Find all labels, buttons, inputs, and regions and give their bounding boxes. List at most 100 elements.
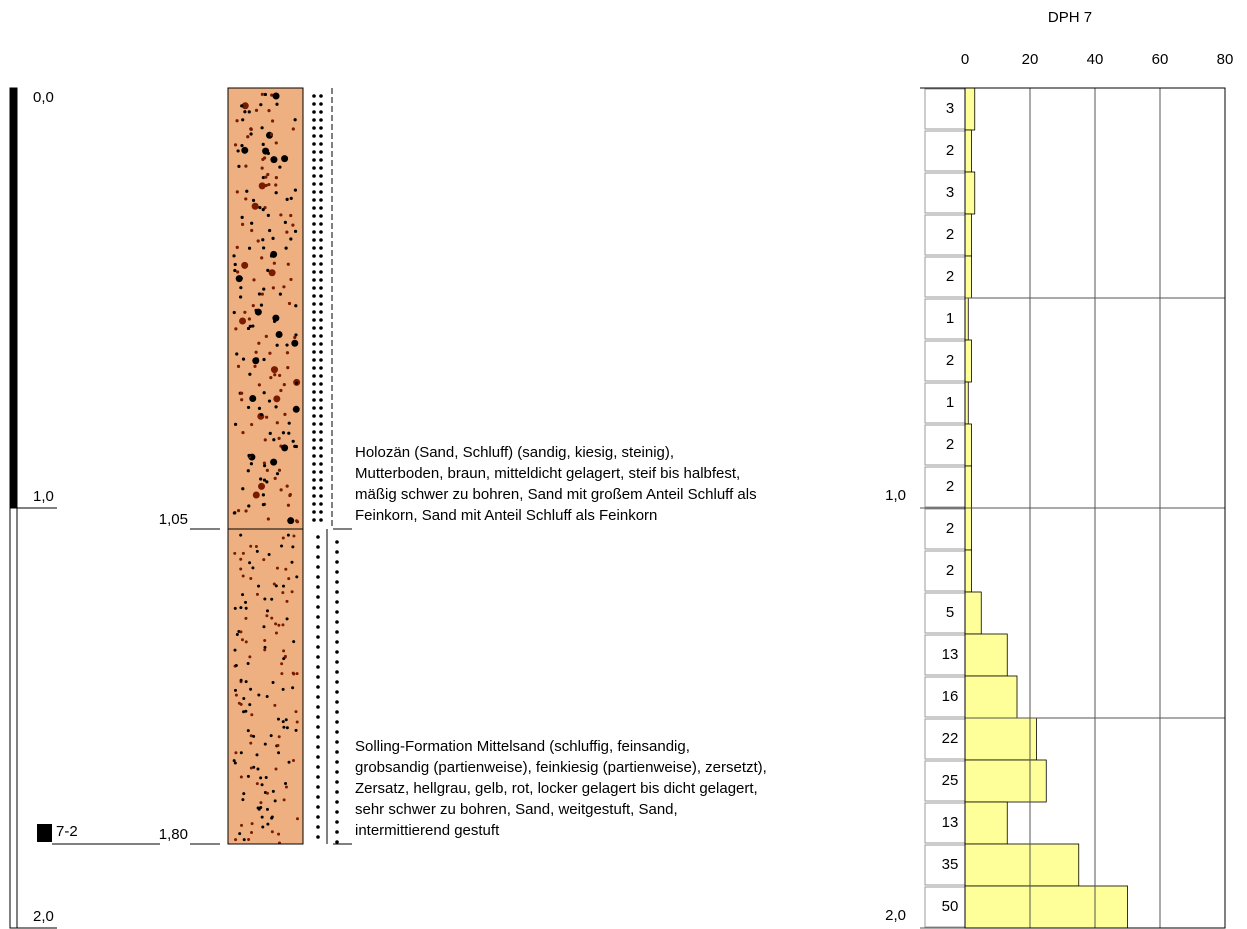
grain (238, 832, 241, 835)
grain (269, 269, 276, 276)
grain (248, 317, 251, 320)
symbol-dot (312, 118, 316, 122)
symbol-dot (312, 302, 316, 306)
symbol-dot (319, 246, 323, 250)
grain (241, 262, 248, 269)
grain (277, 833, 280, 836)
grain (274, 799, 277, 802)
symbol-dot (312, 158, 316, 162)
grain (264, 93, 267, 96)
value-label: 35 (942, 856, 959, 873)
grain (279, 213, 282, 216)
symbol-dot (316, 605, 320, 609)
symbol-dot (316, 635, 320, 639)
grain (266, 173, 269, 176)
grain (273, 262, 276, 265)
symbol-dot (335, 690, 339, 694)
grain (292, 759, 295, 762)
grain (265, 614, 268, 617)
grain (253, 492, 260, 499)
grain (286, 600, 289, 603)
grain (236, 246, 239, 249)
grain (257, 694, 260, 697)
layer-description: grobsandig (partienweise), feinkiesig (p… (355, 759, 767, 776)
scale-label: 0,0 (33, 89, 54, 106)
symbol-dot (319, 310, 323, 314)
symbol-dot (319, 238, 323, 242)
grain (238, 702, 241, 705)
x-tick-label: 0 (961, 51, 969, 68)
symbol-dot (312, 422, 316, 426)
dph-bar (965, 886, 1128, 928)
y-tick-label: 2,0 (885, 907, 906, 924)
grain (266, 609, 269, 612)
grain (286, 726, 289, 729)
symbol-dot (319, 374, 323, 378)
symbol-dot (312, 334, 316, 338)
symbol-dot (316, 655, 320, 659)
symbol-dot (335, 770, 339, 774)
symbol-dot (316, 705, 320, 709)
grain (240, 277, 243, 280)
grain (235, 352, 238, 355)
grain (262, 493, 265, 496)
grain (275, 584, 278, 587)
grain (266, 808, 269, 811)
symbol-dot (312, 246, 316, 250)
grain (256, 768, 259, 771)
symbol-dot (335, 730, 339, 734)
grain (256, 753, 259, 756)
grain (241, 147, 248, 154)
grain (256, 550, 259, 553)
grain (261, 93, 264, 96)
grain (247, 838, 250, 841)
symbol-dot (312, 134, 316, 138)
grain (267, 109, 270, 112)
borehole-log: DPH 7 7-2 0,01,02,01,05Holozän (Sand, Sc… (0, 0, 1247, 929)
grain (287, 432, 290, 435)
grain (277, 751, 280, 754)
grain (282, 585, 285, 588)
grain (289, 214, 292, 217)
symbol-dot (312, 510, 316, 514)
symbol-dot (312, 238, 316, 242)
dph-bar (965, 130, 972, 172)
grain (270, 598, 273, 601)
symbol-dot (319, 422, 323, 426)
dph-bar (965, 256, 972, 298)
symbol-dot (319, 446, 323, 450)
symbol-dot (312, 310, 316, 314)
grain (287, 504, 290, 507)
grain (269, 432, 272, 435)
soil-layer (228, 529, 303, 844)
symbol-dot (319, 462, 323, 466)
symbol-dot (319, 502, 323, 506)
grain (284, 221, 287, 224)
grain (234, 649, 237, 652)
grain (260, 256, 263, 259)
grain (239, 295, 242, 298)
grain (239, 317, 246, 324)
grain (236, 190, 239, 193)
grain (233, 269, 236, 272)
symbol-dot (316, 835, 320, 839)
layer-description: Solling-Formation Mittelsand (schluffig,… (355, 738, 690, 755)
symbol-dot (316, 735, 320, 739)
grain (237, 365, 240, 368)
grain (259, 801, 262, 804)
grain (239, 606, 242, 609)
grain (288, 761, 291, 764)
symbol-dot (312, 390, 316, 394)
grain (280, 662, 283, 665)
grain (286, 617, 289, 620)
grain (261, 825, 264, 828)
grain (250, 767, 253, 770)
grain (241, 216, 244, 219)
grain (268, 399, 271, 402)
symbol-dot (316, 775, 320, 779)
layer-description: Zersatz, hellgrau, gelb, rot, locker gel… (355, 780, 758, 797)
grain (287, 263, 290, 266)
layer-depth: 1,05 (159, 511, 188, 528)
grain (262, 503, 265, 506)
grain (295, 381, 298, 384)
